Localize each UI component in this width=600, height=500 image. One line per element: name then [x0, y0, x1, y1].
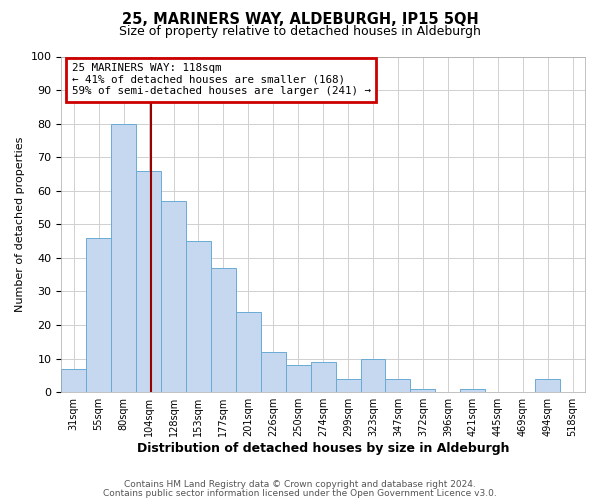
Text: Contains public sector information licensed under the Open Government Licence v3: Contains public sector information licen… [103, 488, 497, 498]
Bar [186, 241, 211, 392]
Text: 25, MARINERS WAY, ALDEBURGH, IP15 5QH: 25, MARINERS WAY, ALDEBURGH, IP15 5QH [122, 12, 478, 28]
Y-axis label: Number of detached properties: Number of detached properties [15, 136, 25, 312]
Text: Contains HM Land Registry data © Crown copyright and database right 2024.: Contains HM Land Registry data © Crown c… [124, 480, 476, 489]
Bar [460, 389, 485, 392]
Bar [335, 379, 361, 392]
Text: 25 MARINERS WAY: 118sqm
← 41% of detached houses are smaller (168)
59% of semi-d: 25 MARINERS WAY: 118sqm ← 41% of detache… [72, 63, 371, 96]
Bar [261, 352, 286, 392]
Bar [236, 312, 261, 392]
Bar [311, 362, 335, 392]
Bar [136, 170, 161, 392]
Bar [211, 268, 236, 392]
Bar [61, 368, 86, 392]
Bar [410, 389, 436, 392]
Text: Size of property relative to detached houses in Aldeburgh: Size of property relative to detached ho… [119, 25, 481, 38]
Bar [111, 124, 136, 392]
Bar [86, 238, 111, 392]
X-axis label: Distribution of detached houses by size in Aldeburgh: Distribution of detached houses by size … [137, 442, 509, 455]
Bar [535, 379, 560, 392]
Bar [161, 201, 186, 392]
Bar [385, 379, 410, 392]
Bar [286, 366, 311, 392]
Bar [361, 358, 385, 392]
